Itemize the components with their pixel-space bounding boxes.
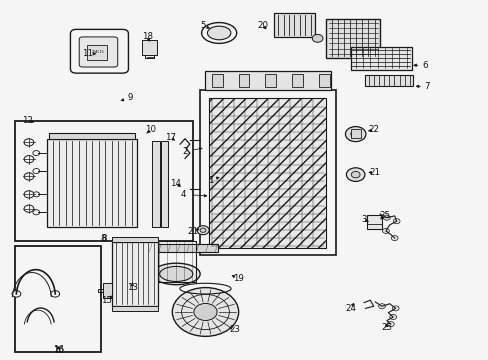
Circle shape [383, 215, 389, 220]
Circle shape [33, 150, 40, 156]
Ellipse shape [197, 226, 209, 235]
Text: 5: 5 [200, 21, 205, 30]
Circle shape [389, 315, 396, 319]
Text: 21: 21 [369, 168, 380, 177]
Text: 13: 13 [126, 283, 138, 292]
Bar [273, 13, 315, 37]
Text: 18: 18 [142, 32, 153, 41]
Circle shape [12, 291, 21, 297]
Bar [103, 283, 112, 298]
Text: 6: 6 [421, 61, 427, 70]
Text: 15: 15 [102, 296, 112, 305]
Bar [112, 242, 158, 306]
Bar [209, 98, 326, 248]
Bar [350, 47, 411, 69]
Bar [365, 75, 412, 86]
Circle shape [193, 303, 217, 320]
Ellipse shape [200, 228, 205, 232]
Bar [87, 45, 107, 60]
Text: 14: 14 [169, 179, 181, 188]
Circle shape [378, 304, 385, 309]
FancyBboxPatch shape [70, 30, 128, 73]
Ellipse shape [152, 263, 200, 285]
Text: 23: 23 [229, 325, 240, 334]
Ellipse shape [345, 127, 365, 141]
Bar [147, 244, 217, 252]
Ellipse shape [201, 23, 236, 43]
Bar [366, 215, 381, 229]
Bar [319, 74, 329, 87]
Bar [47, 139, 137, 226]
Text: 24: 24 [345, 304, 356, 313]
Circle shape [390, 235, 397, 240]
Circle shape [33, 168, 40, 174]
Bar [350, 129, 360, 138]
Text: 25: 25 [381, 323, 391, 332]
Circle shape [51, 291, 60, 297]
Text: TPACIS: TPACIS [92, 50, 104, 54]
Circle shape [24, 156, 34, 163]
Circle shape [33, 210, 40, 215]
Ellipse shape [312, 35, 323, 42]
Text: 3: 3 [361, 215, 366, 224]
Ellipse shape [350, 131, 360, 138]
Text: 8: 8 [100, 234, 105, 243]
Text: 9: 9 [127, 93, 132, 102]
Bar [265, 74, 276, 87]
Bar [160, 140, 168, 226]
Bar [156, 241, 195, 282]
Text: 8: 8 [101, 234, 106, 243]
Circle shape [382, 228, 388, 233]
Ellipse shape [207, 26, 230, 40]
Circle shape [391, 306, 398, 311]
Text: 16: 16 [53, 345, 63, 354]
FancyBboxPatch shape [79, 37, 118, 67]
Circle shape [172, 288, 238, 336]
Bar [15, 246, 101, 352]
Text: 2: 2 [182, 147, 187, 156]
Text: 20: 20 [257, 21, 268, 30]
Bar [292, 74, 303, 87]
Bar [326, 19, 379, 58]
Text: 4: 4 [181, 190, 186, 199]
Text: 21: 21 [187, 228, 199, 237]
Bar [204, 71, 330, 90]
Bar [142, 40, 157, 55]
Bar [238, 74, 249, 87]
Circle shape [24, 191, 34, 198]
Text: 16: 16 [53, 346, 63, 355]
Circle shape [392, 219, 399, 224]
Text: 1: 1 [207, 176, 213, 185]
Text: 10: 10 [145, 125, 156, 134]
Text: 7: 7 [424, 82, 429, 91]
Ellipse shape [346, 168, 364, 181]
Bar [112, 306, 158, 311]
Text: 22: 22 [367, 125, 378, 134]
Text: 25: 25 [379, 211, 389, 220]
Text: 12: 12 [22, 116, 33, 125]
Text: 17: 17 [164, 133, 176, 142]
Bar [199, 90, 335, 255]
Bar [152, 140, 159, 226]
Bar [49, 133, 135, 139]
Text: 11: 11 [82, 49, 93, 58]
Circle shape [24, 139, 34, 146]
Bar [15, 121, 193, 241]
Bar [211, 74, 222, 87]
Circle shape [24, 205, 34, 212]
Bar [112, 237, 158, 242]
Text: 19: 19 [233, 274, 244, 283]
Ellipse shape [350, 171, 359, 178]
Circle shape [33, 192, 40, 197]
Circle shape [386, 321, 393, 327]
Circle shape [24, 173, 34, 180]
Ellipse shape [159, 266, 192, 282]
